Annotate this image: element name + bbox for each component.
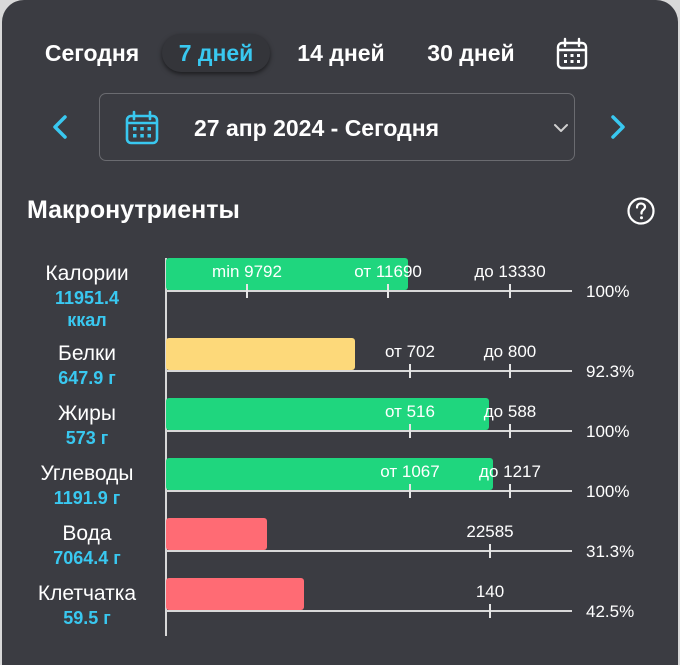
nutrient-baseline [166,430,572,432]
marker-label: от 1067 [380,462,440,481]
tab-30-days[interactable]: 30 дней [427,40,515,66]
nutrient-baseline [166,370,572,372]
marker-tick [387,284,390,298]
nutrient-baseline [166,290,572,292]
calendar-icon[interactable] [554,36,590,72]
section-title: Макронутриенты [27,196,240,224]
nutrient-bar [166,258,408,290]
marker-tick [246,284,248,298]
calendar-icon [124,110,160,146]
nutrient-name: Калории [45,262,129,285]
tab-today[interactable]: Сегодня [44,40,140,66]
nutrient-name: Белки [58,342,116,365]
nutrient-name: Вода [62,522,112,545]
marker-tick [509,284,511,298]
nutrient-amount: 573 г [65,428,109,448]
nutrient-baseline [166,550,572,552]
marker-label: до 588 [483,402,537,421]
nutrient-percent: 100% [586,482,630,501]
period-tabs: Сегодня 7 дней 14 дней 30 дней [2,30,678,76]
marker-tick [489,544,491,558]
nutrient-bar [166,578,304,610]
nutrient-bar [166,458,494,490]
marker-label: до 13330 [474,262,546,281]
nutrient-name: Жиры [58,402,116,425]
marker-label: min 9792 [212,262,282,281]
nutrient-bar [166,518,268,550]
nutrient-percent: 31.3% [586,542,635,561]
marker-label: от 702 [385,342,435,361]
nutrient-baseline [166,610,572,612]
nutrient-unit: ккал [67,310,107,330]
marker-tick [409,424,411,438]
nutrient-amount: 7064.4 г [53,548,121,568]
nutrient-amount: 11951.4 [54,288,120,308]
marker-tick [409,364,411,378]
date-range-select[interactable]: 27 апр 2024 - Сегодня [99,93,575,161]
help-icon[interactable] [626,196,656,226]
chevron-down-icon [552,121,570,133]
nutrient-percent: 92.3% [586,362,635,381]
marker-label: 140 [475,582,505,601]
marker-tick [489,604,491,618]
nutrient-amount: 1191.9 г [53,488,121,508]
tab-7-days[interactable]: 7 дней [162,34,270,72]
nutrient-percent: 100% [586,422,630,441]
marker-tick [409,484,411,498]
nutrient-amount: 59.5 г [63,608,111,628]
nutrient-name: Клетчатка [37,582,137,605]
nutrient-amount: 647.9 г [58,368,116,388]
nutrient-name: Углеводы [40,462,134,485]
marker-label: от 516 [385,402,435,421]
chart-axis [165,258,167,636]
marker-tick [509,424,511,438]
chevron-right-icon[interactable] [602,110,632,144]
date-range-text: 27 апр 2024 - Сегодня [194,115,440,141]
marker-label: 22585 [466,522,514,541]
nutrient-bar [166,338,355,370]
nutrient-bar [166,398,490,430]
marker-tick [509,484,511,498]
tab-14-days[interactable]: 14 дней [297,40,385,66]
marker-label: от 11690 [354,262,422,281]
marker-tick [509,364,511,378]
chevron-left-icon[interactable] [46,110,76,144]
nutrient-percent: 100% [586,282,630,301]
marker-label: до 800 [483,342,537,361]
nutrient-baseline [166,490,572,492]
nutrient-percent: 42.5% [586,602,635,621]
marker-label: до 1217 [479,462,541,481]
